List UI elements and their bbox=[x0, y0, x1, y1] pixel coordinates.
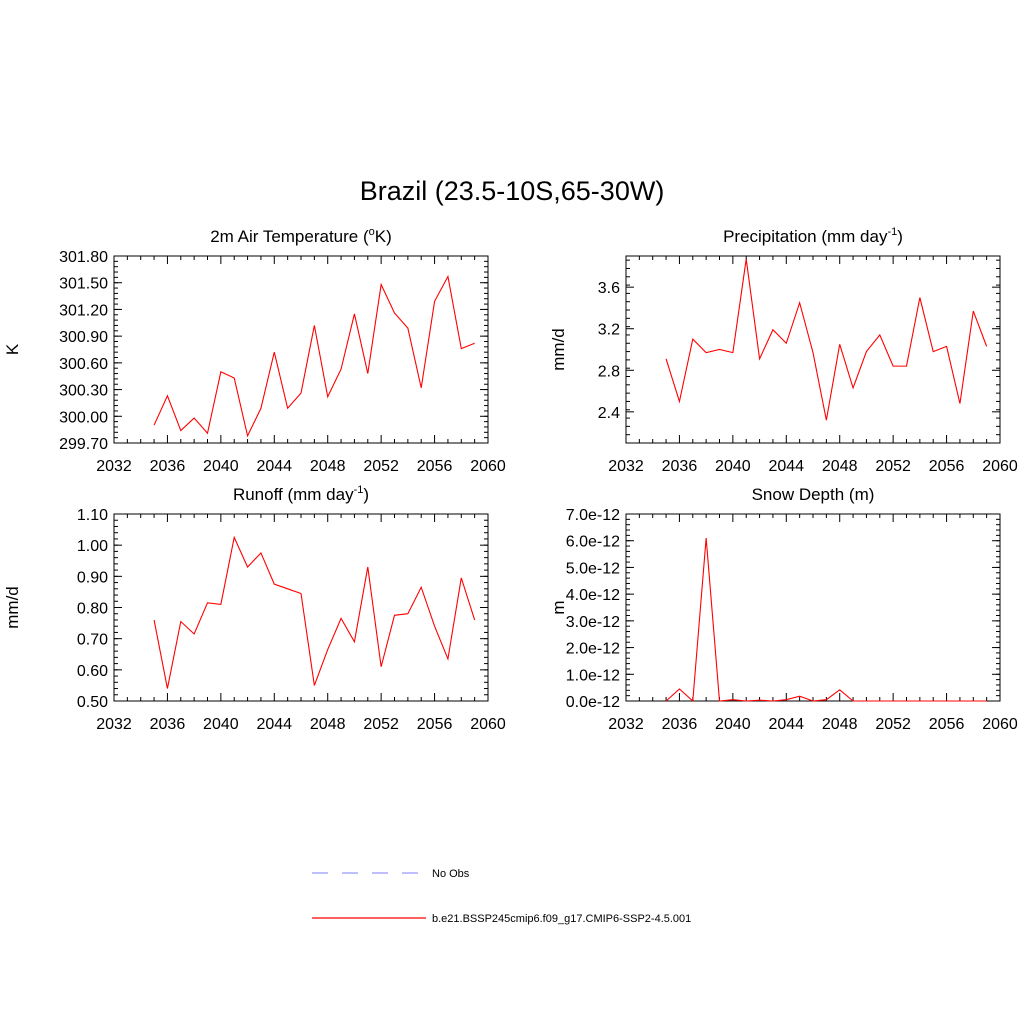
x-tick-label: 2060 bbox=[470, 458, 506, 475]
x-tick-label: 2044 bbox=[768, 716, 804, 733]
y-tick-label: 4.0e-12 bbox=[566, 587, 620, 604]
y-tick-label: 3.6 bbox=[598, 280, 620, 297]
x-tick-label: 2056 bbox=[417, 458, 453, 475]
y-tick-label: 5.0e-12 bbox=[566, 560, 620, 577]
x-tick-label: 2032 bbox=[96, 458, 132, 475]
panel-title: Runoff (mm day-1) bbox=[233, 484, 369, 504]
x-tick-label: 2036 bbox=[662, 716, 698, 733]
x-tick-label: 2048 bbox=[310, 716, 346, 733]
y-tick-label: 7.0e-12 bbox=[566, 507, 620, 524]
panels: 2m Air Temperature (oK) K 2032 2036 2040 2044… bbox=[3, 226, 1018, 733]
y-tick-label: 301.50 bbox=[59, 276, 108, 293]
plot-frame bbox=[625, 513, 1001, 702]
panel-precipitation: Precipitation (mm day-1) mm/d 2032 2036 2040… bbox=[549, 226, 1018, 475]
y-tick-label: 1.0e-12 bbox=[566, 667, 620, 684]
y-tick-label: 0.80 bbox=[77, 601, 108, 618]
y-tick-label: 299.70 bbox=[59, 436, 108, 453]
series-line-model bbox=[153, 535, 476, 689]
y-axis-label: m bbox=[549, 600, 568, 614]
y-tick-label: 300.60 bbox=[59, 356, 108, 373]
panel-title: Precipitation (mm day-1) bbox=[723, 226, 903, 246]
y-tick-label: 2.8 bbox=[598, 363, 620, 380]
panel-temperature: 2m Air Temperature (oK) K 2032 2036 2040 2044… bbox=[3, 226, 506, 475]
x-tick-label: 2048 bbox=[822, 458, 858, 475]
x-tick-label: 2032 bbox=[608, 716, 644, 733]
series-line-model bbox=[665, 259, 988, 421]
x-tick-label: 2044 bbox=[768, 458, 804, 475]
x-tick-label: 2060 bbox=[982, 716, 1018, 733]
series-line-model bbox=[153, 274, 475, 438]
legend-label-model: b.e21.BSSP245cmip6.f09_g17.CMIP6-SSP2-4.… bbox=[432, 913, 691, 925]
y-tick-label: 0.50 bbox=[77, 694, 108, 711]
y-tick-label: 0.70 bbox=[77, 632, 108, 649]
x-tick-label: 2032 bbox=[96, 716, 132, 733]
plot-frame bbox=[113, 255, 489, 444]
main-title: Brazil (23.5-10S,65-30W) bbox=[360, 176, 665, 206]
y-tick-label: 300.90 bbox=[59, 329, 108, 346]
y-tick-label: 0.60 bbox=[77, 663, 108, 680]
x-tick-label: 2036 bbox=[662, 458, 698, 475]
x-tick-label: 2060 bbox=[982, 458, 1018, 475]
x-tick-label: 2056 bbox=[929, 458, 965, 475]
x-tick-label: 2040 bbox=[715, 458, 751, 475]
x-tick-label: 2052 bbox=[363, 716, 399, 733]
plot-frame bbox=[625, 255, 1001, 444]
x-tick-label: 2040 bbox=[203, 458, 239, 475]
x-tick-label: 2052 bbox=[875, 458, 911, 475]
y-tick-label: 0.90 bbox=[77, 569, 108, 586]
y-tick-label: 2.4 bbox=[598, 405, 620, 422]
legend-item-model: b.e21.BSSP245cmip6.f09_g17.CMIP6-SSP2-4.… bbox=[312, 913, 691, 925]
y-tick-label: 301.20 bbox=[59, 302, 108, 319]
legend-label-obs: No Obs bbox=[432, 868, 470, 880]
panel-title: 2m Air Temperature (oK) bbox=[210, 226, 392, 246]
y-tick-label: 300.00 bbox=[59, 409, 108, 426]
y-axis-label: K bbox=[3, 343, 22, 355]
y-tick-label: 1.10 bbox=[77, 507, 108, 524]
y-tick-label: 1.00 bbox=[77, 538, 108, 555]
y-tick-label: 3.0e-12 bbox=[566, 614, 620, 631]
x-tick-label: 2040 bbox=[203, 716, 239, 733]
x-tick-label: 2036 bbox=[150, 458, 186, 475]
y-tick-label: 3.2 bbox=[598, 322, 620, 339]
x-tick-label: 2036 bbox=[150, 716, 186, 733]
x-tick-label: 2044 bbox=[256, 716, 292, 733]
y-tick-label: 2.0e-12 bbox=[566, 641, 620, 658]
y-tick-label: 301.80 bbox=[59, 249, 108, 266]
y-axis-label: mm/d bbox=[549, 328, 568, 371]
panel-title: Snow Depth (m) bbox=[752, 485, 875, 504]
panel-runoff: Runoff (mm day-1) mm/d 2032 2036 2040 2044 204… bbox=[3, 484, 506, 733]
x-tick-label: 2056 bbox=[929, 716, 965, 733]
y-tick-label: 6.0e-12 bbox=[566, 534, 620, 551]
y-tick-label: 300.30 bbox=[59, 383, 108, 400]
x-tick-label: 2060 bbox=[470, 716, 506, 733]
x-tick-label: 2052 bbox=[875, 716, 911, 733]
legend: No Obs b.e21.BSSP245cmip6.f09_g17.CMIP6-… bbox=[312, 868, 691, 925]
series-line-model bbox=[665, 537, 987, 703]
x-tick-label: 2044 bbox=[256, 458, 292, 475]
x-tick-label: 2056 bbox=[417, 716, 453, 733]
x-tick-label: 2032 bbox=[608, 458, 644, 475]
panel-snow-depth: Snow Depth (m) m 2032 2036 2040 2044 2048 2052 2… bbox=[549, 485, 1018, 733]
x-tick-label: 2052 bbox=[363, 458, 399, 475]
y-axis-label: mm/d bbox=[3, 586, 22, 629]
x-tick-label: 2048 bbox=[822, 716, 858, 733]
legend-item-obs: No Obs bbox=[312, 868, 470, 880]
y-tick-label: 0.0e-12 bbox=[566, 694, 620, 711]
x-tick-label: 2040 bbox=[715, 716, 751, 733]
x-tick-label: 2048 bbox=[310, 458, 346, 475]
